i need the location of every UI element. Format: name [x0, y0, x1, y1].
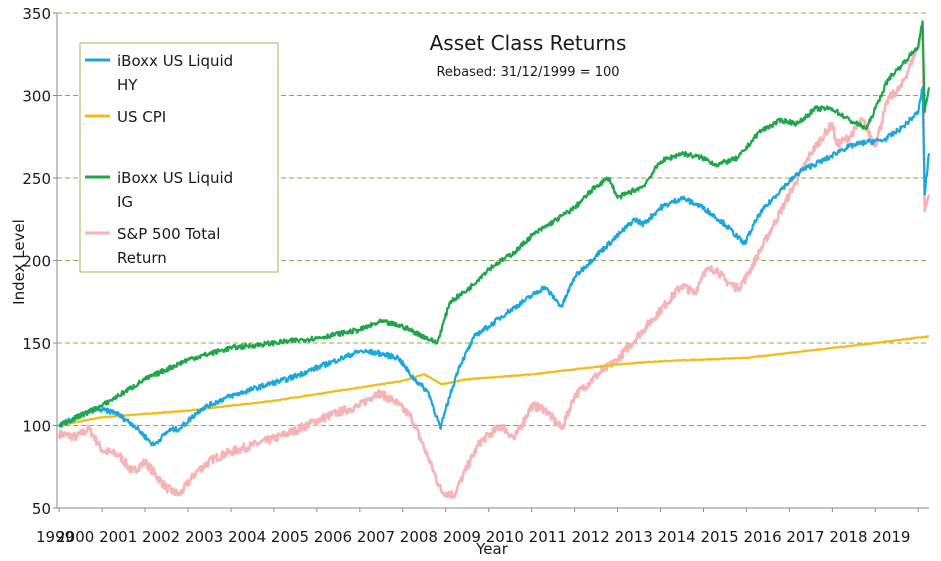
chart-title: Asset Class Returns	[430, 31, 627, 55]
x-tick-label: 2007	[357, 528, 395, 546]
legend-label-sp: S&P 500 Total Return	[117, 225, 220, 267]
x-tick-label: 2005	[271, 528, 309, 546]
x-tick-label: 2019	[872, 528, 910, 546]
legend-box	[79, 42, 279, 273]
series-line-ig	[58, 20, 931, 428]
y-axis-ticks: 50 100 150 200 250 300 350	[22, 5, 57, 518]
legend-label-sp-line1: S&P 500 Total	[117, 225, 220, 243]
x-tick-label: 2008	[400, 528, 438, 546]
series-lines	[57, 20, 931, 500]
x-tick-label: 2002	[142, 528, 180, 546]
legend-label-cpi: US CPI	[117, 108, 166, 126]
x-tick-label: 2006	[314, 528, 352, 546]
legend-label-sp-line2: Return	[117, 249, 167, 267]
x-tick-label: 2010	[486, 528, 524, 546]
legend-label-hy-line2: HY	[117, 76, 138, 94]
x-tick-label: 2016	[743, 528, 781, 546]
y-tick-label: 150	[22, 335, 51, 353]
y-axis-label: Index Level	[10, 219, 28, 305]
x-tick-label: 2015	[700, 528, 738, 546]
x-tick-label: 2012	[572, 528, 610, 546]
x-tick-label: 1999	[36, 528, 74, 546]
x-tick-label: 2000	[56, 528, 94, 546]
x-tick-label: 2009	[443, 528, 481, 546]
chart-subtitle: Rebased: 31/12/1999 = 100	[436, 65, 619, 80]
legend-label-ig-line1: iBoxx US Liquid	[117, 169, 233, 187]
x-tick-label: 2003	[185, 528, 223, 546]
x-tick-label: 2018	[829, 528, 867, 546]
legend-label-cpi-line1: US CPI	[117, 108, 166, 126]
legend-label-hy: iBoxx US Liquid HY	[117, 52, 233, 94]
y-tick-label: 250	[22, 170, 51, 188]
y-tick-label: 350	[22, 5, 51, 23]
series-line-hy	[58, 86, 931, 447]
legend-label-hy-line1: iBoxx US Liquid	[117, 52, 233, 70]
legend-label-ig: iBoxx US Liquid IG	[117, 169, 233, 211]
y-tick-label: 200	[22, 253, 51, 271]
series-line-cpi	[58, 335, 930, 427]
x-tick-label: 2014	[658, 528, 696, 546]
series-line-sp	[57, 28, 931, 500]
legend-label-ig-line2: IG	[117, 193, 133, 211]
x-tick-label: 2001	[99, 528, 137, 546]
y-tick-label: 50	[32, 500, 51, 518]
x-axis-label: Year	[475, 540, 509, 558]
y-tick-label: 100	[22, 418, 51, 436]
legend: iBoxx US Liquid HY US CPI iBoxx US Liquid…	[79, 42, 279, 273]
x-tick-label: 2013	[615, 528, 653, 546]
x-tick-label: 2017	[786, 528, 824, 546]
x-tick-label: 2011	[529, 528, 567, 546]
y-tick-label: 300	[22, 88, 51, 106]
x-tick-label: 2004	[228, 528, 266, 546]
